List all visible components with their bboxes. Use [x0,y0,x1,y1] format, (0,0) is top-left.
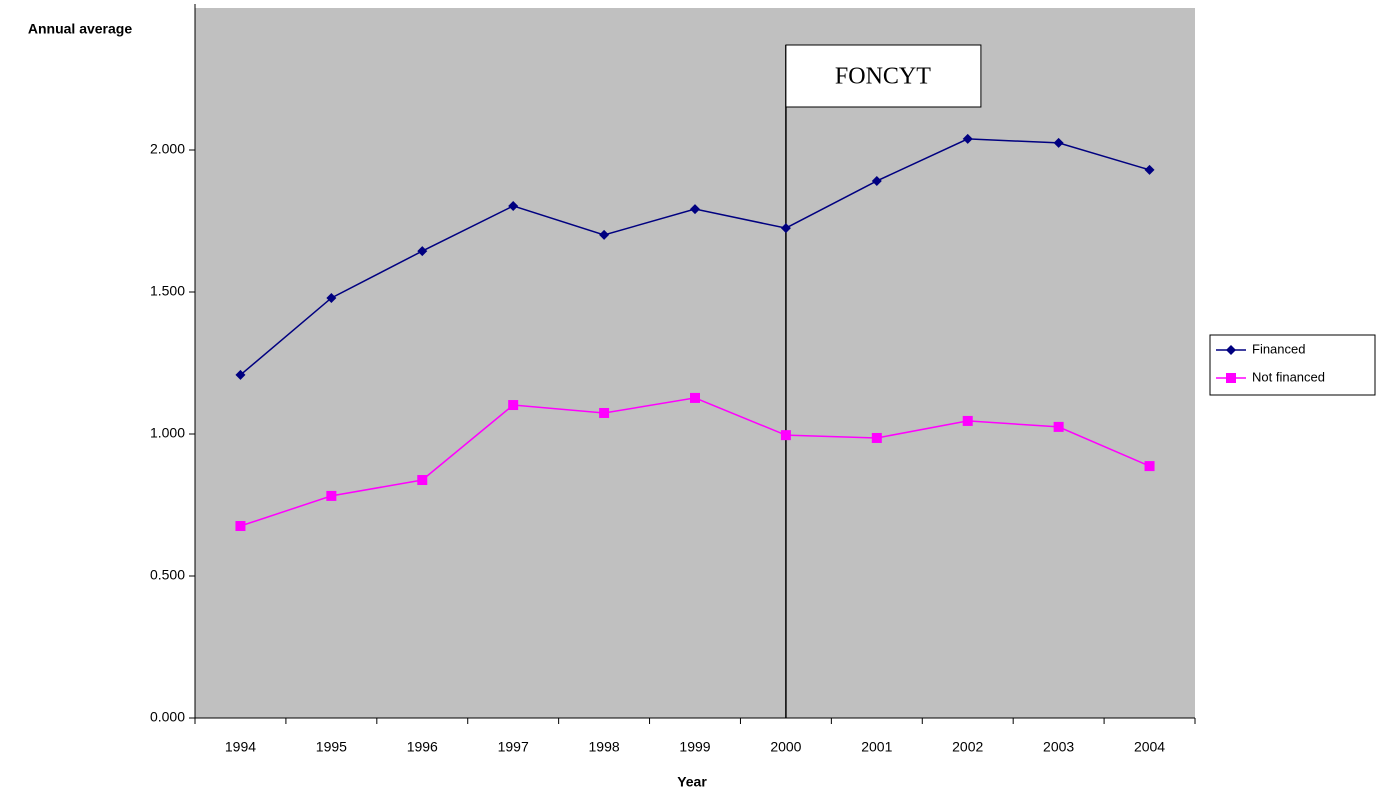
x-tick-label: 2004 [1134,739,1165,755]
x-tick-label: 1996 [407,739,438,755]
x-axis-title: Year [677,774,707,790]
x-tick-label: 2002 [952,739,983,755]
x-tick-label: 2003 [1043,739,1074,755]
data-point [1144,461,1155,472]
data-point [326,292,337,303]
data-point [417,475,428,486]
data-point [326,490,337,501]
data-point [1053,137,1064,148]
x-tick-label: 1998 [589,739,620,755]
plot-area [195,8,1195,718]
data-point [508,400,519,411]
y-tick-label: 1.000 [150,425,185,441]
data-point [780,430,791,441]
x-tick-label: 2001 [861,739,892,755]
annotation-text: FONCYT [835,64,931,90]
data-point [1053,421,1064,432]
legend-box [1209,334,1376,396]
x-tick-label: 1997 [498,739,529,755]
data-point [599,407,610,418]
data-point [871,175,882,186]
y-tick-label: 0.000 [150,709,185,725]
legend-marker [1226,345,1236,355]
y-tick-label: 0.500 [150,567,185,583]
data-point [235,369,246,380]
data-point [417,246,428,257]
legend-label: Financed [1252,341,1305,356]
legend-label: Not financed [1252,369,1325,384]
data-point [599,229,610,240]
x-tick-label: 2000 [770,739,801,755]
legend-marker [1226,373,1236,383]
data-point [235,521,246,532]
x-tick-label: 1994 [225,739,256,755]
x-tick-label: 1995 [316,739,347,755]
data-point [690,392,700,403]
x-tick-label: 1999 [679,739,710,755]
data-point [780,223,791,234]
data-point [962,133,973,144]
y-axis-title: Annual average [28,21,132,37]
data-point [508,200,519,211]
data-point [1144,164,1155,175]
data-point [962,415,973,426]
annotation-box [785,44,982,108]
y-tick-label: 2.000 [150,141,185,157]
y-tick-label: 1.500 [150,283,185,299]
data-point [690,204,700,215]
data-point [871,432,882,443]
